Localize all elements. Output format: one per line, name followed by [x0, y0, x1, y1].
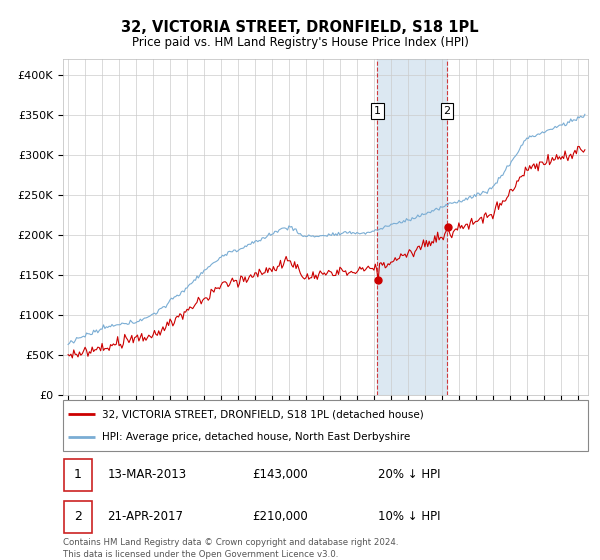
Bar: [64, 459, 92, 491]
Text: Contains HM Land Registry data © Crown copyright and database right 2024.
This d: Contains HM Land Registry data © Crown c…: [63, 538, 398, 559]
Text: HPI: Average price, detached house, North East Derbyshire: HPI: Average price, detached house, Nort…: [103, 432, 410, 442]
Text: £210,000: £210,000: [252, 510, 308, 523]
Bar: [64, 501, 92, 533]
Text: 13-MAR-2013: 13-MAR-2013: [107, 468, 187, 481]
Bar: [377, 59, 447, 395]
Text: 32, VICTORIA STREET, DRONFIELD, S18 1PL: 32, VICTORIA STREET, DRONFIELD, S18 1PL: [121, 20, 479, 35]
Text: 20% ↓ HPI: 20% ↓ HPI: [378, 468, 440, 481]
Text: 32, VICTORIA STREET, DRONFIELD, S18 1PL (detached house): 32, VICTORIA STREET, DRONFIELD, S18 1PL …: [103, 409, 424, 419]
Text: 1: 1: [374, 106, 381, 116]
Text: 21-APR-2017: 21-APR-2017: [107, 510, 184, 523]
Text: 1: 1: [74, 468, 82, 481]
Text: £143,000: £143,000: [252, 468, 308, 481]
Text: 10% ↓ HPI: 10% ↓ HPI: [378, 510, 440, 523]
Text: Price paid vs. HM Land Registry's House Price Index (HPI): Price paid vs. HM Land Registry's House …: [131, 36, 469, 49]
Text: 2: 2: [74, 510, 82, 523]
Text: 2: 2: [443, 106, 451, 116]
